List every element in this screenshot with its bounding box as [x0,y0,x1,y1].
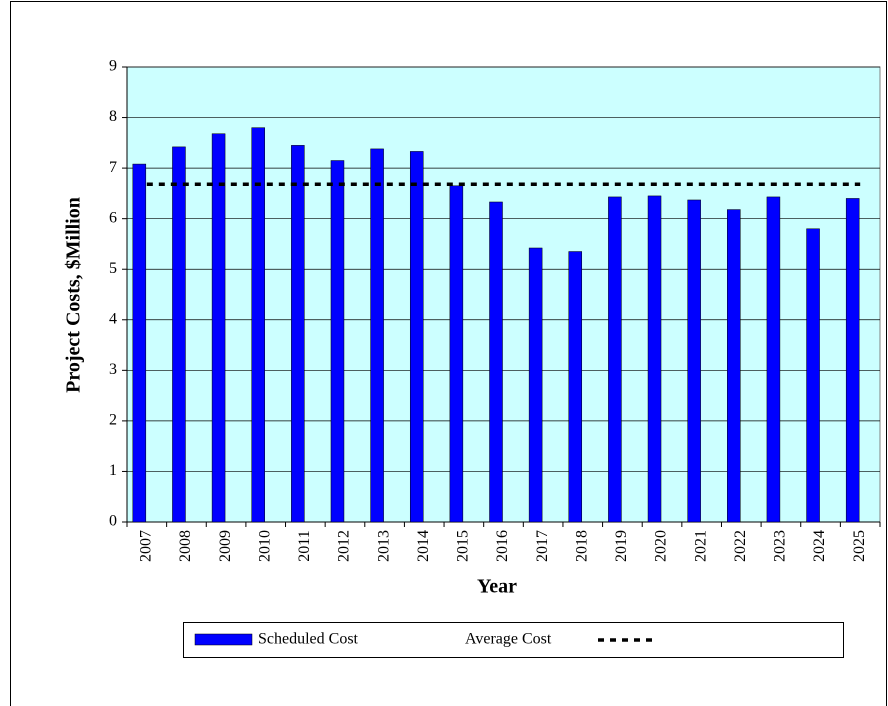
bar [370,148,384,523]
bar [211,133,226,523]
y-tick-label: 3 [109,361,117,378]
bar [132,163,147,523]
bar [489,201,503,523]
x-tick-label: 2012 [336,530,353,562]
bar [330,160,345,523]
legend-label: Scheduled Cost [258,631,359,648]
x-tick-label: 2010 [256,530,273,562]
x-tick-label: 2011 [296,530,313,561]
bar [687,199,701,523]
x-tick-label: 2014 [415,530,432,562]
y-tick-label: 2 [109,412,117,429]
y-axis-label: Project Costs, $Million [63,197,85,393]
x-tick-label: 2015 [455,530,472,562]
x-tick-label: 2013 [375,530,392,562]
x-tick-label: 2025 [851,530,868,562]
legend-swatch [194,633,253,646]
y-tick-label: 6 [109,209,117,226]
x-tick-label: 2022 [732,530,749,562]
bar [766,196,781,523]
bar [449,185,464,523]
x-tick-label: 2007 [137,530,154,562]
x-tick-label: 2008 [177,530,194,562]
x-tick-label: 2024 [811,530,828,562]
y-tick-label: 7 [109,159,117,176]
bar [647,195,662,523]
y-tick-label: 8 [109,108,117,125]
legend [183,622,844,658]
bar [251,127,265,523]
x-tick-label: 2016 [494,530,511,562]
bar [727,209,741,523]
x-tick-label: 2018 [573,530,590,562]
x-tick-label: 2021 [692,530,709,562]
bar [806,228,820,523]
bar [291,145,305,523]
x-tick-label: 2017 [534,530,551,562]
y-tick-label: 5 [109,260,117,277]
bar [409,151,424,523]
bar [608,196,622,523]
x-axis-label: Year [477,576,517,598]
bar [568,251,583,523]
bar [172,146,186,523]
x-tick-label: 2019 [613,530,630,562]
legend-label: Average Cost [465,631,552,648]
y-tick-label: 4 [109,310,117,327]
y-tick-label: 9 [109,58,117,75]
bar [845,198,860,523]
x-tick-label: 2023 [772,530,789,562]
frame [10,1,887,706]
bar [528,247,543,523]
x-tick-label: 2009 [217,530,234,562]
y-tick-label: 0 [109,513,117,530]
x-tick-label: 2020 [653,530,670,562]
y-tick-label: 1 [109,462,117,479]
